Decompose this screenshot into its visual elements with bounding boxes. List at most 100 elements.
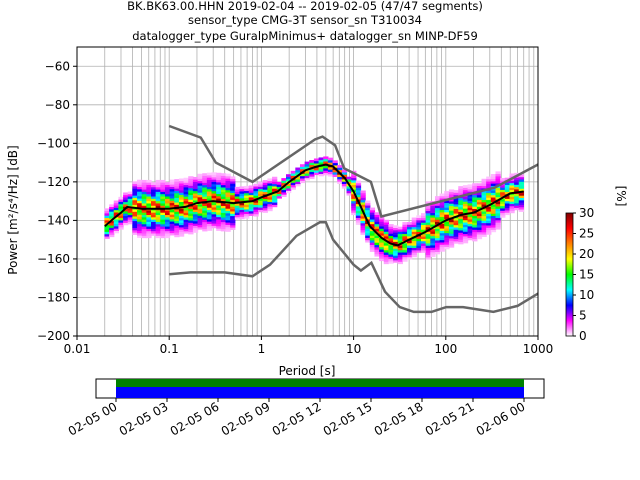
heatmap-cell — [188, 192, 194, 196]
heatmap-cell — [188, 187, 194, 191]
heatmap-cell — [360, 225, 366, 228]
heatmap-cell — [439, 218, 445, 222]
heatmap-cell — [453, 192, 459, 196]
heatmap-cell — [118, 199, 124, 202]
heatmap-cell — [402, 229, 408, 232]
heatmap-cell — [383, 254, 390, 258]
heatmap-cell — [509, 173, 515, 177]
heatmap-cell — [453, 208, 459, 212]
heatmap-cell — [374, 216, 380, 220]
heatmap-cell — [458, 227, 464, 231]
heatmap-cell — [206, 191, 213, 194]
heatmap-cell — [421, 217, 427, 221]
heatmap-cell — [453, 236, 459, 240]
heatmap-cell — [425, 231, 431, 235]
heatmap-cell — [202, 194, 208, 197]
heatmap-cell — [425, 210, 431, 214]
heatmap-cell — [332, 162, 338, 166]
heatmap-cell — [383, 229, 390, 232]
heatmap-cell — [351, 200, 357, 204]
heatmap-cell — [462, 235, 469, 239]
heatmap-cell — [244, 204, 250, 208]
title-line-3: datalogger_type GuralpMinimus+ datalogge… — [132, 29, 478, 43]
heatmap-cell — [211, 197, 217, 201]
heatmap-cell — [220, 228, 227, 232]
heatmap-cell — [365, 232, 371, 236]
heatmap-cell — [160, 182, 166, 185]
heatmap-cell — [230, 199, 236, 203]
heatmap-cell — [174, 227, 180, 231]
heatmap-cell — [113, 212, 120, 215]
heatmap-cell — [509, 196, 515, 200]
heatmap-cell — [178, 183, 185, 186]
heatmap-cell — [211, 216, 217, 219]
heatmap-cell — [411, 242, 417, 246]
heatmap-cell — [141, 221, 147, 225]
heatmap-cell — [141, 228, 147, 232]
heatmap-cell — [137, 223, 143, 227]
heatmap-cell — [490, 213, 497, 217]
heatmap-cell — [486, 225, 492, 228]
heatmap-cell — [472, 213, 478, 216]
heatmap-cell — [216, 223, 222, 227]
heatmap-cell — [239, 197, 245, 201]
heatmap-cell — [253, 195, 259, 199]
heatmap-cell — [476, 217, 483, 221]
heatmap-cell — [174, 229, 180, 233]
heatmap-cell — [467, 237, 473, 241]
heatmap-cell — [495, 201, 501, 205]
heatmap-cell — [183, 221, 189, 225]
heatmap-cell — [211, 213, 217, 217]
heatmap-cell — [383, 247, 390, 251]
heatmap-cell — [272, 202, 278, 205]
heatmap-cell — [132, 190, 138, 194]
heatmap-cell — [113, 225, 120, 229]
heatmap-cell — [388, 228, 394, 232]
heatmap-cell — [146, 209, 152, 213]
heatmap-cell — [118, 224, 124, 228]
heatmap-cell — [369, 235, 376, 239]
heatmap-cell — [202, 175, 208, 179]
heatmap-cell — [434, 203, 441, 206]
heatmap-cell — [383, 238, 390, 242]
heatmap-cell — [230, 220, 236, 224]
heatmap-cell — [141, 191, 147, 195]
heatmap-cell — [225, 175, 231, 179]
heatmap-cell — [206, 214, 213, 217]
heatmap-cell — [476, 192, 483, 196]
heatmap-cell — [495, 171, 501, 175]
heatmap-cell — [192, 200, 199, 203]
heatmap-cell — [234, 216, 241, 220]
heatmap-cell — [476, 234, 483, 237]
heatmap-cell — [188, 197, 194, 200]
heatmap-cell — [374, 223, 380, 227]
heatmap-cell — [160, 179, 166, 183]
heatmap-cell — [164, 200, 171, 204]
heatmap-cell — [113, 200, 120, 204]
heatmap-cell — [290, 187, 296, 190]
heatmap-cell — [351, 179, 357, 183]
heatmap-cell — [286, 185, 292, 189]
heatmap-cell — [509, 198, 515, 202]
heatmap-cell — [407, 245, 413, 248]
heatmap-cell — [434, 210, 441, 213]
heatmap-cell — [299, 168, 306, 172]
heatmap-cell — [160, 223, 166, 227]
heatmap-cell — [137, 219, 143, 222]
heatmap-cell — [379, 221, 385, 225]
heatmap-cell — [462, 219, 469, 223]
heatmap-cell — [467, 235, 473, 238]
heatmap-cell — [421, 236, 427, 239]
heatmap-cell — [290, 173, 296, 176]
heatmap-cell — [174, 209, 180, 212]
heatmap-cell — [504, 200, 511, 204]
heatmap-cell — [155, 200, 161, 204]
heatmap-cell — [262, 180, 268, 183]
heatmap-cell — [220, 182, 227, 186]
heatmap-cell — [472, 201, 478, 205]
heatmap-cell — [137, 209, 143, 213]
heatmap-cell — [192, 216, 199, 219]
heatmap-cell — [495, 178, 501, 182]
heatmap-cell — [253, 199, 259, 203]
heatmap-cell — [374, 221, 380, 225]
